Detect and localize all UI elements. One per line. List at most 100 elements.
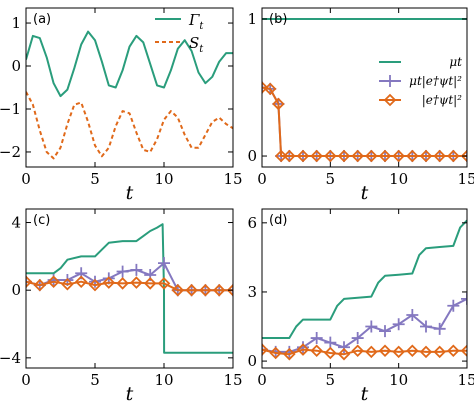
y-tick-label: 0 bbox=[247, 352, 257, 370]
data-point-2-14 bbox=[447, 344, 460, 357]
plot-area bbox=[262, 219, 467, 361]
panel-3: 0 5 10 15 0 3 6 t (d) bbox=[247, 208, 474, 402]
data-point-2-7 bbox=[351, 344, 364, 357]
data-point-2-11 bbox=[171, 283, 185, 297]
x-tick-label: 15 bbox=[457, 371, 474, 389]
legend-label: μt|e†ψt|² bbox=[409, 74, 462, 88]
data-point-2-13 bbox=[433, 345, 446, 359]
x-tick-label: 10 bbox=[154, 170, 173, 188]
data-point-2-6 bbox=[102, 276, 116, 289]
plot-area bbox=[262, 18, 467, 163]
x-tick-label: 5 bbox=[90, 371, 100, 389]
y-tick-label: −2 bbox=[0, 143, 21, 161]
series-line-0 bbox=[26, 30, 233, 98]
data-point-2-4 bbox=[283, 149, 296, 163]
plot-frame bbox=[25, 208, 234, 369]
data-point-2-5 bbox=[296, 149, 310, 163]
data-point-2-9 bbox=[143, 277, 157, 290]
data-point-1-14 bbox=[447, 299, 460, 312]
data-point-1-15 bbox=[461, 292, 467, 305]
data-point-2-10 bbox=[365, 149, 378, 163]
data-point-1-5 bbox=[324, 336, 337, 349]
panel-label: (a) bbox=[33, 12, 51, 27]
data-point-1-13 bbox=[433, 322, 446, 335]
data-point-2-1 bbox=[33, 278, 47, 292]
data-point-2-16 bbox=[447, 149, 460, 163]
data-point-2-8 bbox=[365, 345, 378, 359]
x-axis-label: t bbox=[361, 182, 369, 204]
data-point-1-10 bbox=[158, 257, 170, 270]
panel-label: (c) bbox=[33, 213, 50, 228]
data-point-2-6 bbox=[310, 149, 323, 163]
data-point-1-9 bbox=[379, 325, 391, 338]
data-point-2-7 bbox=[116, 277, 129, 290]
data-point-2-15 bbox=[226, 283, 233, 297]
data-point-2-11 bbox=[406, 344, 419, 357]
data-point-2-12 bbox=[419, 345, 433, 359]
legend: μt μt|e†ψt|² |e†ψt|² bbox=[379, 55, 462, 107]
data-point-1-12 bbox=[420, 320, 432, 333]
series-line-1 bbox=[262, 298, 467, 353]
panel-1: 0 5 10 15 0 1 t (b) μt μt|e†ψt|² |e†ψt|² bbox=[247, 7, 474, 204]
series-line-0 bbox=[26, 223, 233, 354]
x-tick-label: 10 bbox=[389, 170, 408, 188]
data-point-2-15 bbox=[433, 149, 446, 163]
x-tick-label: 10 bbox=[389, 371, 408, 389]
legend-label: μt bbox=[449, 55, 462, 69]
x-tick-label: 15 bbox=[457, 170, 474, 188]
data-point-2-6 bbox=[337, 347, 351, 361]
data-point-2-5 bbox=[324, 346, 337, 360]
series-line-2 bbox=[26, 280, 233, 292]
data-point-2-14 bbox=[212, 283, 226, 297]
data-point-1-7 bbox=[351, 332, 364, 345]
legend-label-base: S bbox=[189, 34, 199, 52]
data-point-1-8 bbox=[365, 320, 378, 333]
data-point-2-1 bbox=[263, 82, 277, 96]
legend-label: Γt bbox=[188, 11, 204, 32]
legend-label-sub: t bbox=[199, 44, 204, 55]
y-tick-label: −4 bbox=[0, 349, 21, 367]
y-tick-label: 0 bbox=[247, 147, 257, 165]
x-tick-label: 15 bbox=[223, 170, 242, 188]
y-tick-label: −1 bbox=[0, 100, 21, 118]
x-axis-label: t bbox=[126, 383, 134, 402]
data-point-2-2 bbox=[272, 97, 285, 111]
data-point-2-3 bbox=[61, 277, 74, 291]
y-tick-label: 1 bbox=[247, 10, 257, 28]
series-line-2 bbox=[262, 86, 467, 157]
x-axis-label: t bbox=[126, 182, 134, 204]
panel-label: (d) bbox=[269, 213, 287, 228]
data-point-1-10 bbox=[392, 318, 405, 331]
data-point-2-0 bbox=[26, 275, 33, 289]
data-point-2-3 bbox=[274, 149, 288, 163]
data-point-2-4 bbox=[310, 344, 323, 357]
data-point-2-11 bbox=[378, 149, 392, 163]
data-point-2-12 bbox=[392, 149, 405, 163]
plot-area bbox=[26, 223, 233, 354]
data-point-2-10 bbox=[157, 277, 171, 290]
data-point-2-5 bbox=[88, 278, 102, 292]
data-point-2-0 bbox=[262, 343, 269, 356]
y-tick-label: 0 bbox=[11, 281, 21, 299]
series-line-1 bbox=[26, 91, 233, 160]
data-point-2-0 bbox=[262, 81, 269, 94]
x-tick-label: 5 bbox=[326, 371, 336, 389]
x-tick-label: 0 bbox=[257, 170, 267, 188]
data-point-2-4 bbox=[74, 275, 88, 289]
legend-label: St bbox=[189, 34, 204, 55]
y-tick-label: 1 bbox=[11, 14, 21, 32]
x-tick-label: 0 bbox=[257, 371, 267, 389]
x-tick-label: 5 bbox=[90, 170, 100, 188]
plot-area bbox=[26, 30, 233, 160]
data-point-2-1 bbox=[269, 346, 282, 360]
data-point-2-10 bbox=[392, 345, 405, 359]
data-point-1-11 bbox=[406, 309, 419, 321]
data-point-2-17 bbox=[460, 149, 467, 163]
y-tick-label: 3 bbox=[247, 283, 257, 301]
data-point-2-8 bbox=[337, 149, 351, 163]
data-point-2-9 bbox=[351, 149, 364, 163]
data-point-2-3 bbox=[296, 343, 310, 356]
